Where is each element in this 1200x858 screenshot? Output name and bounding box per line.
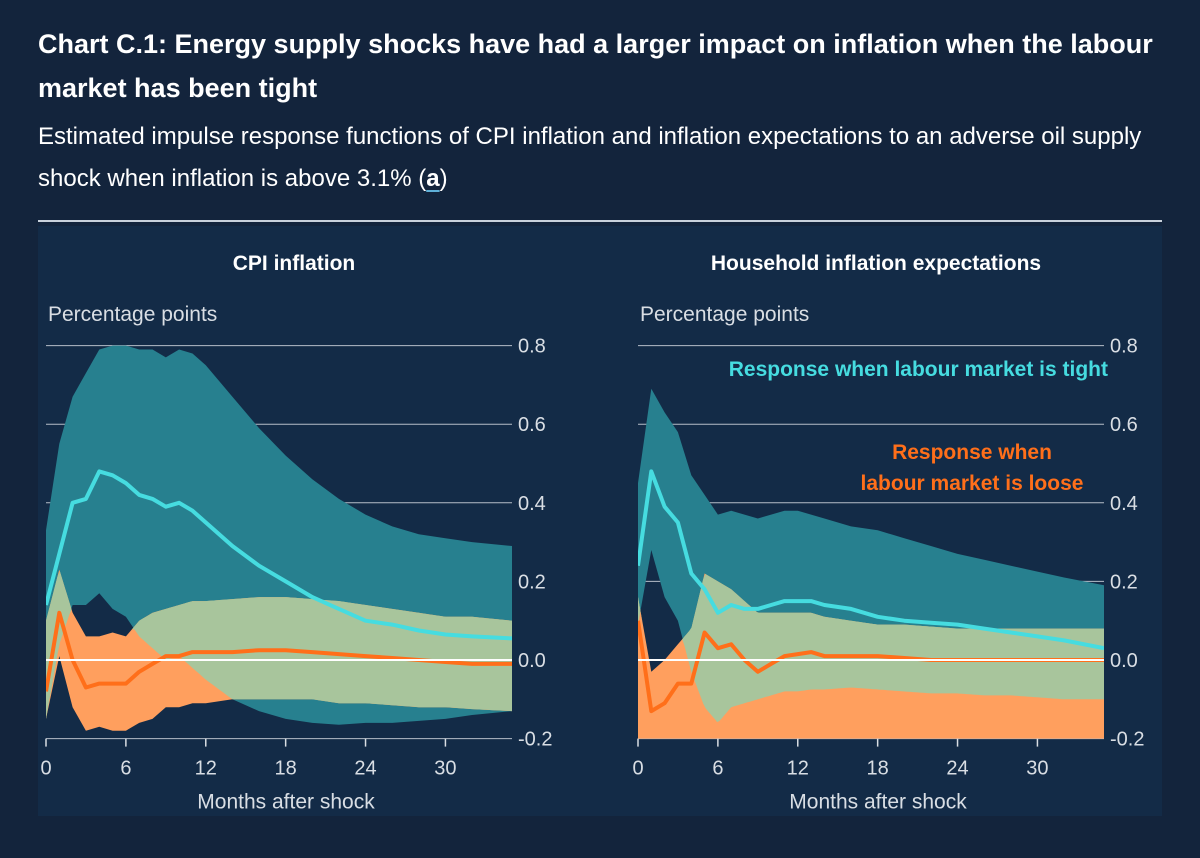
- panel-title: Household inflation expectations: [711, 252, 1041, 275]
- y-tick-label: 0.6: [518, 414, 546, 436]
- y-tick-label: 0.2: [1110, 571, 1138, 593]
- panel-1: CPI inflation Percentage points -0.2 0.0 0.2…: [40, 252, 552, 814]
- y-tick-label: 0.0: [1110, 650, 1138, 672]
- x-tick-label: 24: [946, 758, 968, 780]
- y-tick-label: 0.0: [518, 650, 546, 672]
- y-tick-label: -0.2: [518, 729, 552, 751]
- x-tick-label: 18: [867, 758, 889, 780]
- x-tick-label: 30: [434, 758, 456, 780]
- y-tick-label: 0.4: [1110, 493, 1138, 515]
- chart-area: CPI inflation Percentage points -0.2 0.0 0.2…: [38, 226, 1162, 816]
- chart-title: Chart C.1: Energy supply shocks have had…: [38, 29, 1153, 103]
- x-tick-label: 6: [120, 758, 131, 780]
- y-unit-label: Percentage points: [640, 303, 809, 326]
- x-tick-label: 0: [40, 758, 51, 780]
- x-tick-label: 18: [275, 758, 297, 780]
- x-axis-label: Months after shock: [197, 791, 375, 814]
- legend-loose: Response when labour market is loose: [861, 441, 1084, 495]
- subtitle-close-paren: ): [439, 165, 448, 192]
- overlap-confidence-band: [46, 571, 512, 719]
- chart-svg: CPI inflation Percentage points -0.2 0.0 0.2…: [40, 252, 1144, 814]
- x-tick-label: 6: [712, 758, 723, 780]
- y-unit-label: Percentage points: [48, 303, 217, 326]
- x-tick-label: 24: [354, 758, 376, 780]
- y-tick-label: 0.6: [1110, 414, 1138, 436]
- x-tick-label: 12: [787, 758, 809, 780]
- panel-title: CPI inflation: [233, 252, 356, 275]
- x-tick-label: 0: [632, 758, 643, 780]
- x-tick-label: 30: [1026, 758, 1048, 780]
- y-tick-label: 0.8: [1110, 336, 1138, 358]
- y-tick-label: 0.8: [518, 336, 546, 358]
- x-tick-label: 12: [195, 758, 217, 780]
- chart-subtitle: Estimated impulse response functions of …: [38, 116, 1158, 200]
- y-tick-label: 0.4: [518, 493, 546, 515]
- y-tick-label: -0.2: [1110, 729, 1144, 751]
- tight-response-line: [46, 469, 512, 641]
- overlap-confidence-band: [638, 574, 1104, 723]
- subtitle-text: Estimated impulse response functions of …: [38, 123, 1142, 192]
- footnote-link[interactable]: a: [426, 165, 440, 192]
- x-axis-label: Months after shock: [789, 791, 967, 814]
- y-tick-label: 0.2: [518, 571, 546, 593]
- subtitle-open-paren: (: [418, 165, 427, 192]
- legend-tight: Response when labour market is tight: [729, 358, 1108, 381]
- loose-response-line: [46, 610, 512, 692]
- tight-response-line: [638, 469, 1104, 651]
- title-divider: [38, 220, 1162, 222]
- panel-2: Household inflation expectations Percenta…: [632, 252, 1144, 814]
